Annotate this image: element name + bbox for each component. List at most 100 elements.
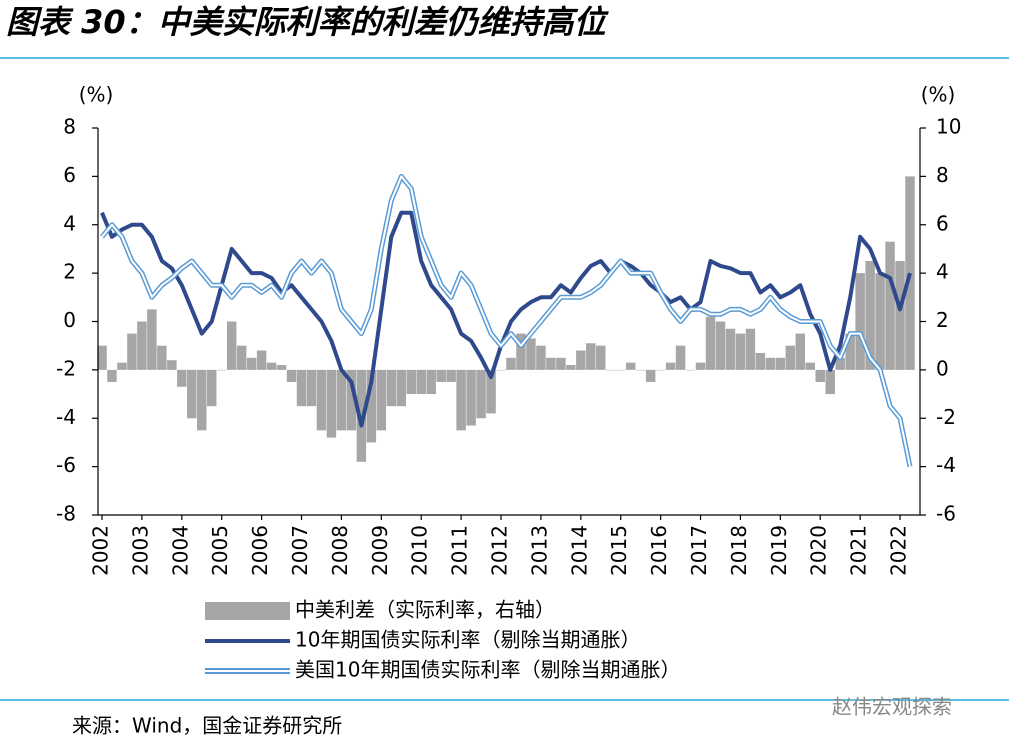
spread-bar	[695, 362, 706, 370]
watermark: 赵伟宏观探索	[832, 695, 952, 719]
spread-bar	[655, 369, 666, 371]
x-tick-label: 2018	[727, 525, 751, 576]
x-tick-label: 2022	[887, 525, 911, 576]
spread-bar	[735, 333, 746, 370]
y-tick-label: 2	[63, 260, 76, 284]
y-tick-label: 4	[63, 211, 76, 235]
spread-bar	[216, 369, 227, 371]
spread-bar	[835, 357, 845, 370]
spread-bar	[256, 350, 267, 370]
spread-bar	[845, 333, 855, 370]
spread-bar	[396, 369, 407, 407]
spread-bar	[566, 365, 576, 370]
x-tick-label: 2015	[607, 525, 631, 576]
spread-bar	[157, 345, 167, 370]
y2-tick-label: -2	[936, 405, 956, 429]
spread-bar	[436, 369, 446, 382]
rate-line	[100, 173, 913, 468]
spread-bar	[187, 369, 197, 419]
spread-bar	[705, 316, 716, 370]
x-tick-label: 2016	[647, 525, 671, 576]
spread-bar	[97, 345, 107, 370]
spread-bar	[745, 328, 756, 370]
spread-bar	[536, 345, 546, 370]
spread-bar	[466, 369, 476, 426]
x-tick-label: 2021	[847, 525, 871, 576]
spread-bar	[296, 369, 307, 407]
spread-bar	[456, 369, 466, 431]
spread-bar	[197, 369, 207, 431]
spread-bar	[127, 333, 137, 370]
y-axis-label: (%)	[79, 83, 114, 107]
spread-bar	[117, 362, 127, 370]
x-tick-label: 2019	[767, 525, 791, 576]
spread-bar	[635, 369, 646, 371]
y2-tick-label: 10	[936, 115, 961, 139]
spread-bar	[336, 369, 347, 431]
spread-bar	[236, 345, 247, 370]
spread-bar	[356, 369, 367, 462]
x-tick-label: 2017	[687, 525, 711, 576]
spread-bar	[107, 369, 117, 382]
x-tick-label: 2002	[89, 525, 113, 576]
spread-bar	[306, 369, 317, 407]
spread-bar	[167, 360, 177, 370]
spread-bar	[496, 369, 506, 371]
legend-label: 10年期国债实际利率（剔除当期通胀）	[295, 628, 640, 652]
spread-bar	[675, 345, 686, 370]
spread-bar	[506, 357, 516, 370]
spread-bar	[286, 369, 297, 382]
x-tick-label: 2008	[328, 525, 352, 576]
spread-bar	[645, 369, 656, 382]
spread-bar	[556, 357, 566, 370]
spread-bar	[526, 338, 536, 370]
y2-tick-label: -6	[936, 502, 956, 526]
legend-label: 美国10年期国债实际利率（剔除当期通胀）	[295, 658, 680, 682]
x-tick-label: 2012	[488, 525, 512, 576]
y2-tick-label: 2	[936, 308, 949, 332]
rate-line-inner	[101, 175, 911, 467]
spread-bar	[875, 273, 885, 370]
source: 来源：Wind，国金证券研究所	[72, 714, 342, 738]
spread-bar	[426, 369, 436, 395]
spread-bar	[715, 321, 726, 370]
y2-tick-label: 8	[936, 163, 949, 187]
x-tick-label: 2006	[248, 525, 272, 576]
spread-bar	[765, 357, 776, 370]
chart-title: 图表 30：中美实际利率的利差仍维持高位	[6, 3, 610, 41]
legend-label: 中美利差（实际利率，右轴）	[295, 598, 555, 622]
spread-bar	[596, 345, 606, 370]
spread-bar	[147, 309, 157, 370]
spread-bar	[795, 333, 806, 370]
spread-bar	[346, 369, 357, 431]
x-tick-label: 2009	[368, 525, 392, 576]
spread-bar	[486, 369, 496, 414]
y2-tick-label: 6	[936, 211, 949, 235]
spread-bar	[386, 369, 397, 407]
x-tick-label: 2007	[288, 525, 312, 576]
rate-line	[100, 210, 912, 428]
y-tick-label: -6	[56, 453, 76, 477]
spread-bar	[266, 362, 277, 370]
x-tick-label: 2013	[527, 525, 551, 576]
x-tick-label: 2005	[208, 525, 232, 576]
spread-bar	[516, 333, 526, 370]
y-tick-label: 8	[63, 115, 76, 139]
spread-bar	[376, 369, 387, 431]
spread-bar	[326, 369, 337, 438]
y2-axis-label: (%)	[921, 83, 956, 107]
spread-bar	[825, 369, 835, 395]
spread-bar	[406, 369, 416, 395]
spread-bar	[366, 369, 377, 443]
spread-bar	[206, 369, 217, 407]
spread-bar	[885, 241, 895, 370]
spread-bar	[606, 369, 616, 371]
spread-bar	[546, 357, 556, 370]
spread-bar	[246, 357, 257, 370]
x-tick-label: 2014	[567, 525, 591, 576]
spread-bar	[226, 321, 237, 370]
y2-tick-label: 0	[936, 356, 949, 380]
spread-bar	[576, 350, 586, 370]
spread-bar	[855, 273, 865, 370]
